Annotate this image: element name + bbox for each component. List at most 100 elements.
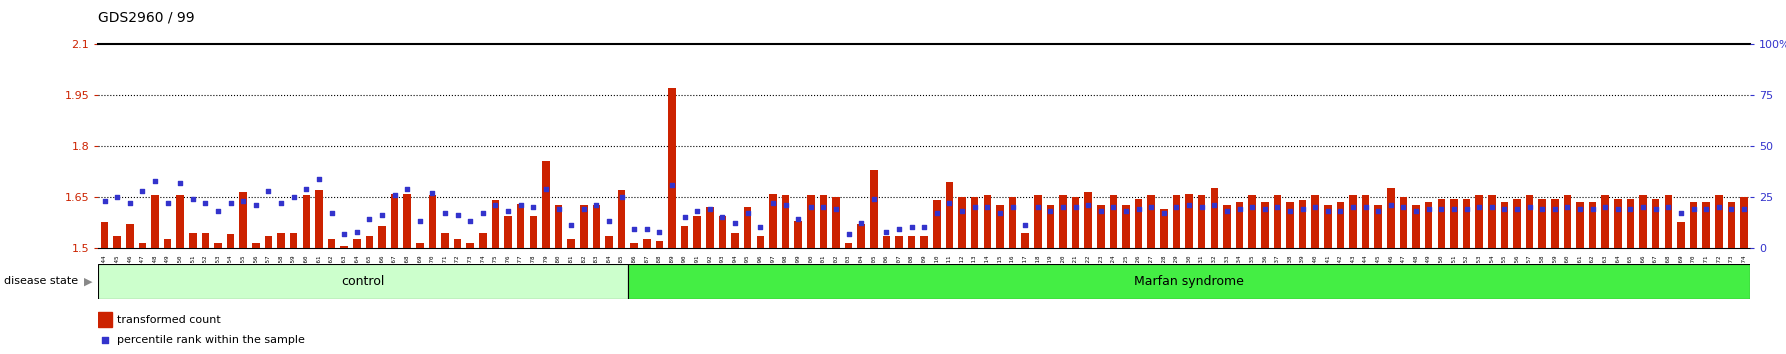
Text: control: control [341, 275, 384, 288]
Point [1579, 206, 1607, 212]
Bar [907, 236, 916, 248]
Point [1327, 208, 1356, 214]
Bar [895, 236, 902, 248]
Point [1288, 206, 1316, 212]
Bar [1147, 195, 1156, 248]
Bar [972, 197, 979, 248]
Point [468, 210, 497, 216]
Bar [1438, 199, 1445, 248]
Bar [227, 234, 234, 248]
Point [411, 230, 439, 235]
Bar [932, 200, 941, 248]
Point [570, 206, 598, 212]
Bar [1615, 199, 1622, 248]
Point [747, 224, 775, 230]
Bar [693, 216, 702, 248]
Point [1200, 202, 1229, 208]
Point [595, 218, 623, 224]
Bar [1072, 197, 1079, 248]
Point [1061, 204, 1089, 210]
Point [1125, 206, 1154, 212]
Bar [1273, 195, 1281, 248]
Point [1188, 204, 1216, 210]
Point [734, 210, 763, 216]
Bar [555, 205, 563, 248]
Text: percentile rank within the sample: percentile rank within the sample [118, 335, 305, 345]
Text: ▶: ▶ [84, 276, 93, 286]
Bar [164, 239, 171, 248]
Bar [1590, 202, 1597, 248]
Point [216, 200, 245, 206]
Bar [1425, 202, 1432, 248]
Point [1098, 204, 1127, 210]
Point [443, 212, 472, 218]
Point [1225, 206, 1254, 212]
Bar [845, 243, 852, 248]
Bar [329, 239, 336, 248]
Bar [543, 161, 550, 248]
Point [986, 210, 1014, 216]
Bar [1211, 188, 1218, 248]
Bar [379, 226, 386, 248]
Bar [1161, 209, 1168, 248]
Point [430, 210, 459, 216]
Point [1340, 204, 1368, 210]
Bar [1375, 205, 1382, 248]
Point [1554, 204, 1582, 210]
Bar [289, 233, 298, 248]
Text: GDS2960 / 99: GDS2960 / 99 [98, 11, 195, 25]
Point [1250, 206, 1279, 212]
Point [897, 224, 925, 230]
Bar [314, 190, 323, 248]
Bar [1652, 199, 1659, 248]
Bar [177, 195, 184, 248]
Point [797, 204, 825, 210]
Point [973, 204, 1002, 210]
Bar [98, 264, 629, 299]
Bar [391, 194, 398, 248]
Bar [277, 233, 286, 248]
Point [1036, 208, 1064, 214]
Point [1641, 206, 1670, 212]
Point [859, 196, 888, 202]
Point [393, 186, 421, 192]
Bar [189, 233, 196, 248]
Bar [605, 236, 613, 248]
Point [368, 212, 396, 218]
Bar [100, 222, 109, 248]
Point [1300, 204, 1329, 210]
Point [682, 208, 711, 214]
Point [1502, 206, 1531, 212]
Point [91, 198, 120, 204]
Bar [1463, 199, 1470, 248]
Point [1138, 204, 1166, 210]
Bar [441, 233, 448, 248]
Point [607, 194, 636, 200]
Bar [1047, 205, 1054, 248]
Point [557, 223, 586, 228]
Bar [1311, 195, 1320, 248]
Bar [1034, 195, 1041, 248]
Bar [593, 205, 600, 248]
Point [657, 182, 686, 188]
Bar [1690, 202, 1697, 248]
Bar [1602, 195, 1609, 248]
Point [141, 178, 170, 183]
Bar [568, 239, 575, 248]
Point [380, 192, 409, 198]
Point [1377, 202, 1406, 208]
Bar [757, 236, 764, 248]
Bar [782, 195, 789, 248]
Bar [1702, 202, 1709, 248]
Point [318, 210, 346, 216]
Point [1654, 204, 1682, 210]
Bar [404, 194, 411, 248]
Point [1313, 208, 1341, 214]
Bar [454, 239, 461, 248]
Point [1111, 208, 1139, 214]
Bar [1563, 195, 1572, 248]
Point [772, 202, 800, 208]
Bar [1173, 195, 1181, 248]
Point [293, 186, 321, 192]
Bar [629, 264, 1750, 299]
